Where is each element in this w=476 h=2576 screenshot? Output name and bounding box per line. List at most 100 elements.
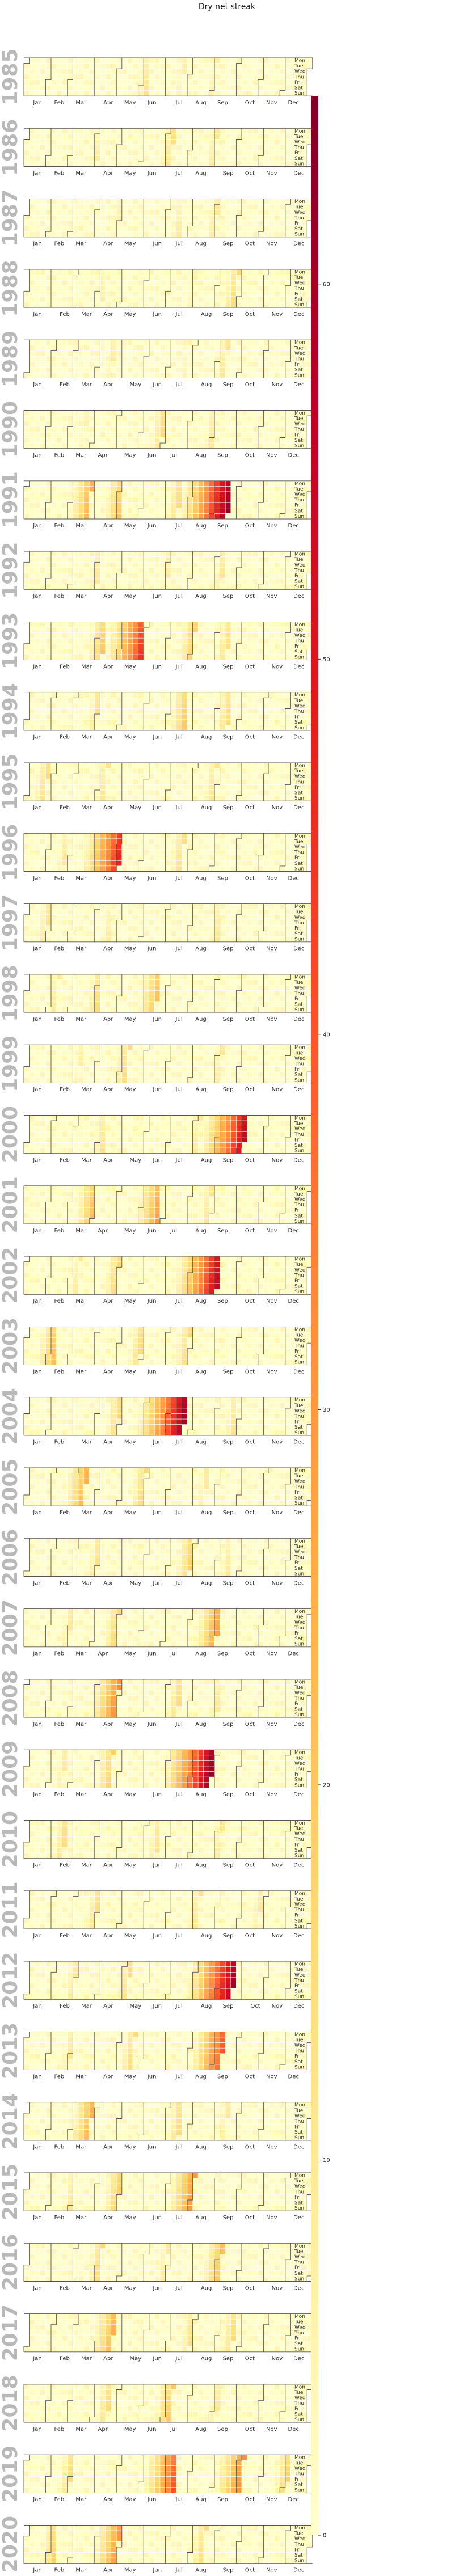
day-cell xyxy=(247,210,253,216)
day-cell xyxy=(247,438,253,444)
day-cell xyxy=(285,226,291,232)
day-cell xyxy=(252,502,258,508)
day-cell xyxy=(138,145,144,150)
day-cell xyxy=(116,768,122,774)
day-cell xyxy=(252,269,258,275)
day-cell xyxy=(236,768,242,774)
day-cell xyxy=(187,150,193,156)
day-cell xyxy=(62,790,68,796)
day-cell xyxy=(51,796,57,801)
month-label: Jun xyxy=(152,382,162,388)
day-cell xyxy=(30,58,35,64)
day-cell xyxy=(62,373,68,378)
day-cell xyxy=(122,725,128,730)
day-cell xyxy=(275,720,280,725)
day-cell xyxy=(258,226,264,232)
day-cell xyxy=(106,557,111,563)
day-cell xyxy=(51,557,57,563)
day-cell xyxy=(247,573,253,579)
day-cell xyxy=(62,649,68,654)
day-cell xyxy=(166,551,171,557)
day-cell xyxy=(269,627,275,633)
day-cell xyxy=(30,362,35,368)
day-cell xyxy=(247,226,253,232)
day-cell xyxy=(73,508,78,514)
day-cell xyxy=(111,584,117,590)
day-cell xyxy=(35,373,40,378)
day-cell xyxy=(214,356,220,362)
day-cell xyxy=(138,860,144,866)
day-cell xyxy=(84,513,90,519)
day-cell xyxy=(149,297,155,302)
day-cell xyxy=(30,215,35,221)
day-cell xyxy=(258,774,264,779)
day-cell xyxy=(204,373,209,378)
day-cell xyxy=(68,909,73,915)
day-cell xyxy=(160,443,166,449)
day-cell xyxy=(73,497,78,503)
day-cell xyxy=(280,562,285,568)
day-cell xyxy=(263,573,269,579)
day-cell xyxy=(160,638,166,644)
day-cell xyxy=(95,58,100,64)
day-cell xyxy=(35,703,40,709)
day-cell xyxy=(57,373,62,378)
day-cell xyxy=(182,286,187,292)
day-cell xyxy=(138,926,144,931)
day-cell xyxy=(204,161,209,167)
day-cell xyxy=(247,513,253,519)
day-cell xyxy=(193,91,199,96)
day-cell xyxy=(187,915,193,920)
day-cell xyxy=(154,64,160,69)
day-cell xyxy=(236,763,242,768)
day-cell xyxy=(220,362,226,368)
day-cell xyxy=(176,416,182,421)
day-cell xyxy=(111,714,117,720)
day-cell xyxy=(127,69,133,74)
day-cell xyxy=(193,633,199,639)
day-cell xyxy=(51,833,57,839)
day-cell xyxy=(133,557,138,563)
day-cell xyxy=(78,578,84,584)
day-cell xyxy=(30,275,35,281)
day-cell xyxy=(166,909,171,915)
day-cell xyxy=(269,411,275,416)
weekday-label: Sat xyxy=(294,226,303,232)
day-cell xyxy=(106,763,111,768)
day-cell xyxy=(51,633,57,639)
day-cell xyxy=(45,644,51,649)
day-cell xyxy=(106,638,111,644)
day-cell xyxy=(45,64,51,69)
day-cell xyxy=(68,714,73,720)
day-cell xyxy=(89,855,95,861)
day-cell xyxy=(78,58,84,64)
day-cell xyxy=(73,573,78,579)
day-cell xyxy=(95,698,100,703)
day-cell xyxy=(45,215,51,221)
day-cell xyxy=(193,709,199,715)
day-cell xyxy=(214,345,220,351)
day-cell xyxy=(252,486,258,492)
day-cell xyxy=(182,79,187,85)
day-cell xyxy=(122,302,128,308)
day-cell xyxy=(73,557,78,563)
day-cell xyxy=(144,291,149,297)
day-cell xyxy=(275,551,280,557)
day-cell xyxy=(30,915,35,920)
day-cell xyxy=(89,145,95,150)
day-cell xyxy=(204,367,209,373)
day-cell xyxy=(73,350,78,356)
day-cell xyxy=(62,416,68,421)
day-cell xyxy=(45,150,51,156)
day-cell xyxy=(280,221,285,226)
day-cell xyxy=(209,578,214,584)
day-cell xyxy=(171,58,176,64)
day-cell xyxy=(154,69,160,74)
day-cell xyxy=(51,69,57,74)
day-cell xyxy=(204,633,209,639)
day-cell xyxy=(116,426,122,432)
day-cell xyxy=(252,426,258,432)
day-cell xyxy=(62,551,68,557)
month-label: Jan xyxy=(32,241,41,247)
